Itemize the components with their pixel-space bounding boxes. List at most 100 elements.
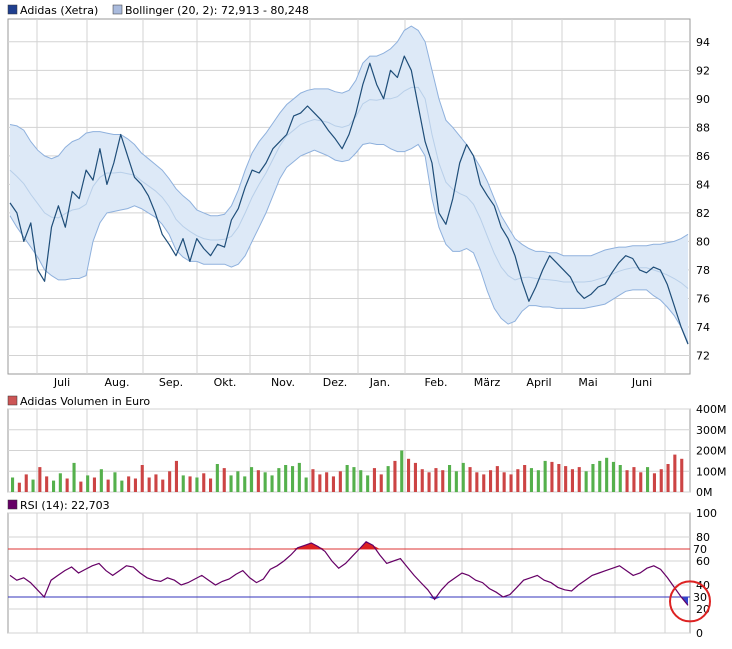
rsi-70-label: 70 [693,543,707,556]
volume-bar [598,460,602,492]
volume-bar [345,465,349,492]
volume-bar [536,470,540,492]
price-y-tick: 92 [696,64,710,77]
price-legend-label: Adidas (Xetra) [20,4,98,17]
volume-bar [38,467,42,492]
price-y-tick: 82 [696,207,710,220]
volume-bar [523,465,527,492]
volume-bar [379,474,383,492]
month-tick-label: Sep. [159,376,183,389]
volume-bar [659,469,663,492]
volume-bar [338,471,342,493]
month-tick-label: Okt. [214,376,237,389]
volume-bar [393,460,397,492]
volume-bar [489,470,493,492]
volume-bar [250,467,254,492]
volume-bar [461,462,465,492]
volume-bar [441,470,445,492]
volume-bar [639,472,643,492]
volume-bar [229,475,233,492]
rsi-line [9,541,689,606]
volume-bar [195,477,199,492]
rsi-y-tick: 60 [696,555,710,568]
volume-bar [304,477,308,492]
bollinger-legend-swatch [112,4,123,15]
volume-bar [113,472,117,492]
volume-bar [263,472,267,492]
volume-bar [359,470,363,492]
price-y-axis: 72 74 76 78 80 82 84 86 88 90 92 94 [696,36,710,363]
rsi-y-tick: 100 [696,507,717,520]
volume-bar [543,460,547,492]
volume-bar [140,465,144,492]
rsi-30-label: 30 [693,591,707,604]
volume-bar [570,469,574,492]
volume-bar [413,462,417,492]
bollinger-upper-line [9,25,689,257]
volume-bar [557,464,561,492]
volume-bar [99,469,103,492]
volume-bar [400,450,404,492]
rsi-legend-label: RSI (14): 22,703 [20,499,110,512]
rsi-oversold-fill [427,597,442,600]
volume-bar [482,474,486,492]
price-panel: Adidas (Xetra) Bollinger (20, 2): 72,913… [7,4,710,389]
volume-bar [407,458,411,492]
volume-bar [256,470,260,492]
price-y-tick: 94 [696,36,710,49]
volume-bar [611,461,615,492]
volume-bars [11,450,684,493]
volume-bar [502,472,506,492]
price-y-tick: 84 [696,178,710,191]
volume-bar [509,474,513,492]
volume-bar [420,469,424,492]
month-tick-label: April [526,376,551,389]
volume-bar [284,465,288,492]
volume-bar [386,466,390,492]
volume-bar [618,465,622,492]
rsi-grid [8,512,690,634]
price-y-tick: 74 [696,321,710,334]
volume-bar [147,477,151,492]
month-tick-label: Juli [53,376,70,389]
volume-bar [666,464,670,492]
month-tick-label: Juni [631,376,652,389]
volume-bar [236,471,240,493]
volume-bar [448,465,452,492]
rsi-highlight-circle [669,580,711,623]
volume-bar [632,467,636,492]
volume-bar [72,462,76,492]
volume-bar [516,469,520,492]
bollinger-legend-label: Bollinger (20, 2): 72,913 - 80,248 [125,4,309,17]
month-axis: Juli Aug. Sep. Okt. Nov. Dez. Jan. Feb. März Apri… [53,376,652,389]
volume-bar [495,466,499,492]
month-tick-label: Feb. [425,376,448,389]
volume-bar [331,476,335,492]
volume-bar [58,473,62,492]
volume-bar [24,474,28,492]
price-y-tick: 86 [696,150,710,163]
volume-bar [222,468,226,492]
volume-bar [434,468,438,492]
volume-y-tick: 0M [696,486,713,499]
volume-bar [646,467,650,492]
month-tick-label: Dez. [323,376,348,389]
volume-bar [372,468,376,492]
volume-bar [366,475,370,492]
price-y-tick: 78 [696,264,710,277]
volume-bar [318,474,322,492]
bollinger-band [10,26,688,343]
volume-bar [120,480,124,492]
volume-bar [31,479,35,492]
volume-bar [181,475,185,492]
volume-bar [127,476,131,492]
volume-bar [11,477,15,492]
volume-y-tick: 300M [696,424,727,437]
rsi-y-tick: 0 [696,627,703,640]
volume-bar [92,477,96,492]
price-y-tick: 72 [696,349,710,362]
volume-bar [17,482,21,492]
month-tick-label: Nov. [271,376,295,389]
volume-bar [202,473,206,492]
month-tick-label: März [474,376,501,389]
